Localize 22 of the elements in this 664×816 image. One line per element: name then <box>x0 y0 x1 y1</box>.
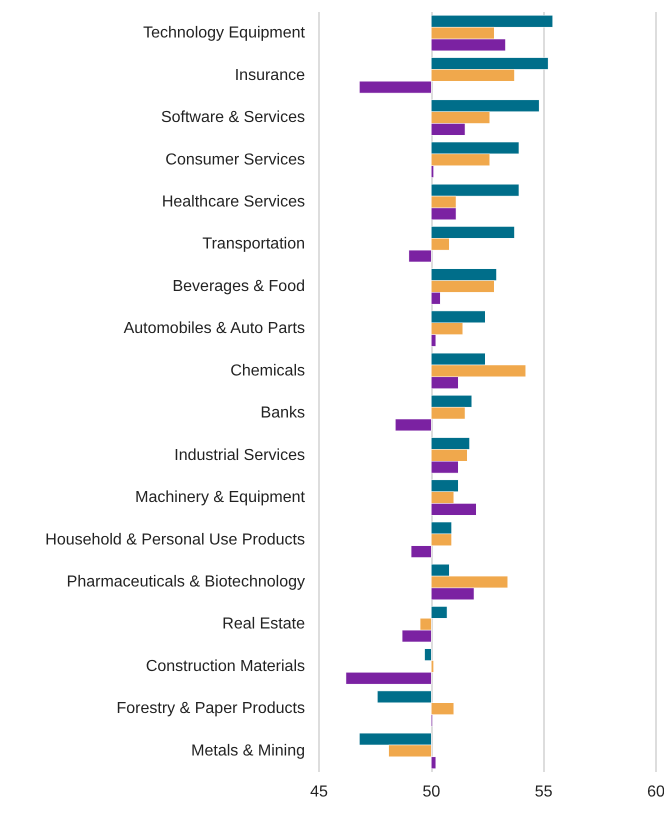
x-tick-label: 50 <box>422 784 440 800</box>
x-tick-label: 55 <box>534 784 553 800</box>
y-tick-label: Healthcare Services <box>162 194 305 210</box>
y-tick-label: Forestry & Paper Products <box>116 700 305 718</box>
y-tick-label: Household & Personal Use Products <box>45 531 305 548</box>
y-tick-label: Consumer Services <box>165 151 305 168</box>
y-tick-label: Banks <box>260 404 305 422</box>
y-tick-label: Automobiles & Auto Parts <box>124 320 305 338</box>
x-tick-label: 45 <box>310 784 328 800</box>
y-tick-label: Software & Services <box>160 109 305 126</box>
y-tick-label: Pharmaceuticals & Biotechnology <box>66 574 305 590</box>
y-tick-label: Real Estate <box>222 616 306 633</box>
y-tick-label: Chemicals <box>230 362 305 380</box>
y-tick-label: Technology Equipment <box>143 24 306 42</box>
x-tick-label: 60 <box>647 784 664 800</box>
y-tick-label: Industrial Services <box>174 446 305 464</box>
y-tick-label: Transportation <box>202 236 305 253</box>
y-tick-label: Insurance <box>234 66 306 84</box>
y-tick-label: Metals & Mining <box>191 742 305 760</box>
y-tick-label: Machinery & Equipment <box>135 489 306 506</box>
y-tick-label: Construction Materials <box>146 658 305 675</box>
y-tick-label: Beverages & Food <box>172 278 305 295</box>
